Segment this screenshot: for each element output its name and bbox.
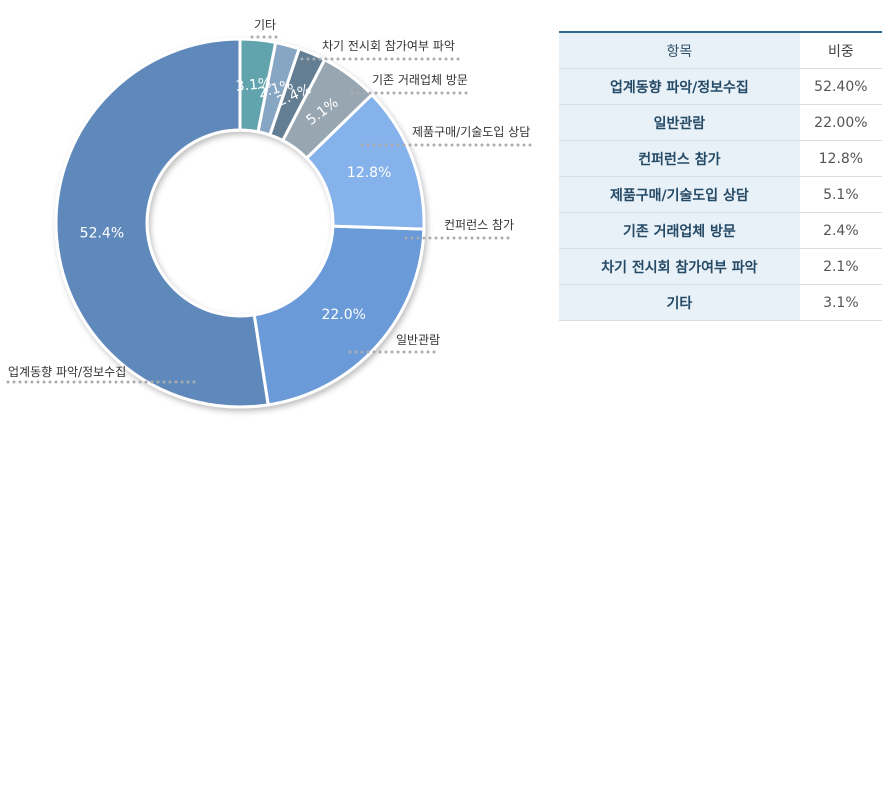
row-value: 52.40% xyxy=(799,68,882,105)
slice-value-label: 12.8% xyxy=(347,165,391,181)
row-value: 2.4% xyxy=(799,212,882,249)
table-row: 기타 3.1% xyxy=(559,284,882,321)
row-value: 2.1% xyxy=(799,248,882,285)
row-item: 일반관람 xyxy=(559,104,800,141)
category-label: 기존 거래업체 방문 xyxy=(372,73,468,87)
donut-slice xyxy=(54,37,270,409)
row-item: 컨퍼런스 참가 xyxy=(559,140,800,177)
table-row: 기존 거래업체 방문 2.4% xyxy=(559,212,882,249)
row-item: 제품구매/기술도입 상담 xyxy=(559,176,800,213)
row-item: 기타 xyxy=(559,284,800,321)
header-share: 비중 xyxy=(799,32,882,69)
category-label: 제품구매/기술도입 상담 xyxy=(412,125,530,139)
row-value: 3.1% xyxy=(799,284,882,321)
donut-slices xyxy=(54,37,426,409)
share-table: 항목 비중 업계동향 파악/정보수집 52.40% 일반관람 22.00% 컨퍼… xyxy=(559,31,882,321)
row-value: 22.00% xyxy=(799,104,882,141)
category-label: 컨퍼런스 참가 xyxy=(444,218,514,232)
header-item: 항목 xyxy=(559,32,800,69)
table-row: 업계동향 파악/정보수집 52.40% xyxy=(559,68,882,105)
category-label: 일반관람 xyxy=(396,333,440,347)
donut-slice xyxy=(252,224,426,407)
table-row: 일반관람 22.00% xyxy=(559,104,882,141)
row-value: 12.8% xyxy=(799,140,882,177)
table-row: 컨퍼런스 참가 12.8% xyxy=(559,140,882,177)
category-label: 기타 xyxy=(254,18,276,32)
row-item: 차기 전시회 참가여부 파악 xyxy=(559,248,800,285)
row-item: 기존 거래업체 방문 xyxy=(559,212,800,249)
table-row: 차기 전시회 참가여부 파악 2.1% xyxy=(559,248,882,285)
table-header-row: 항목 비중 xyxy=(559,32,882,69)
category-label: 차기 전시회 참가여부 파악 xyxy=(322,39,455,53)
slice-value-label: 3.1% xyxy=(235,75,272,94)
row-value: 5.1% xyxy=(799,176,882,213)
row-item: 업계동향 파악/정보수집 xyxy=(559,68,800,105)
slice-value-label: 52.4% xyxy=(80,226,124,242)
table-row: 제품구매/기술도입 상담 5.1% xyxy=(559,176,882,213)
slice-value-label: 22.0% xyxy=(321,307,365,323)
donut-slice xyxy=(238,37,278,134)
category-label: 업계동향 파악/정보수집 xyxy=(8,365,126,379)
